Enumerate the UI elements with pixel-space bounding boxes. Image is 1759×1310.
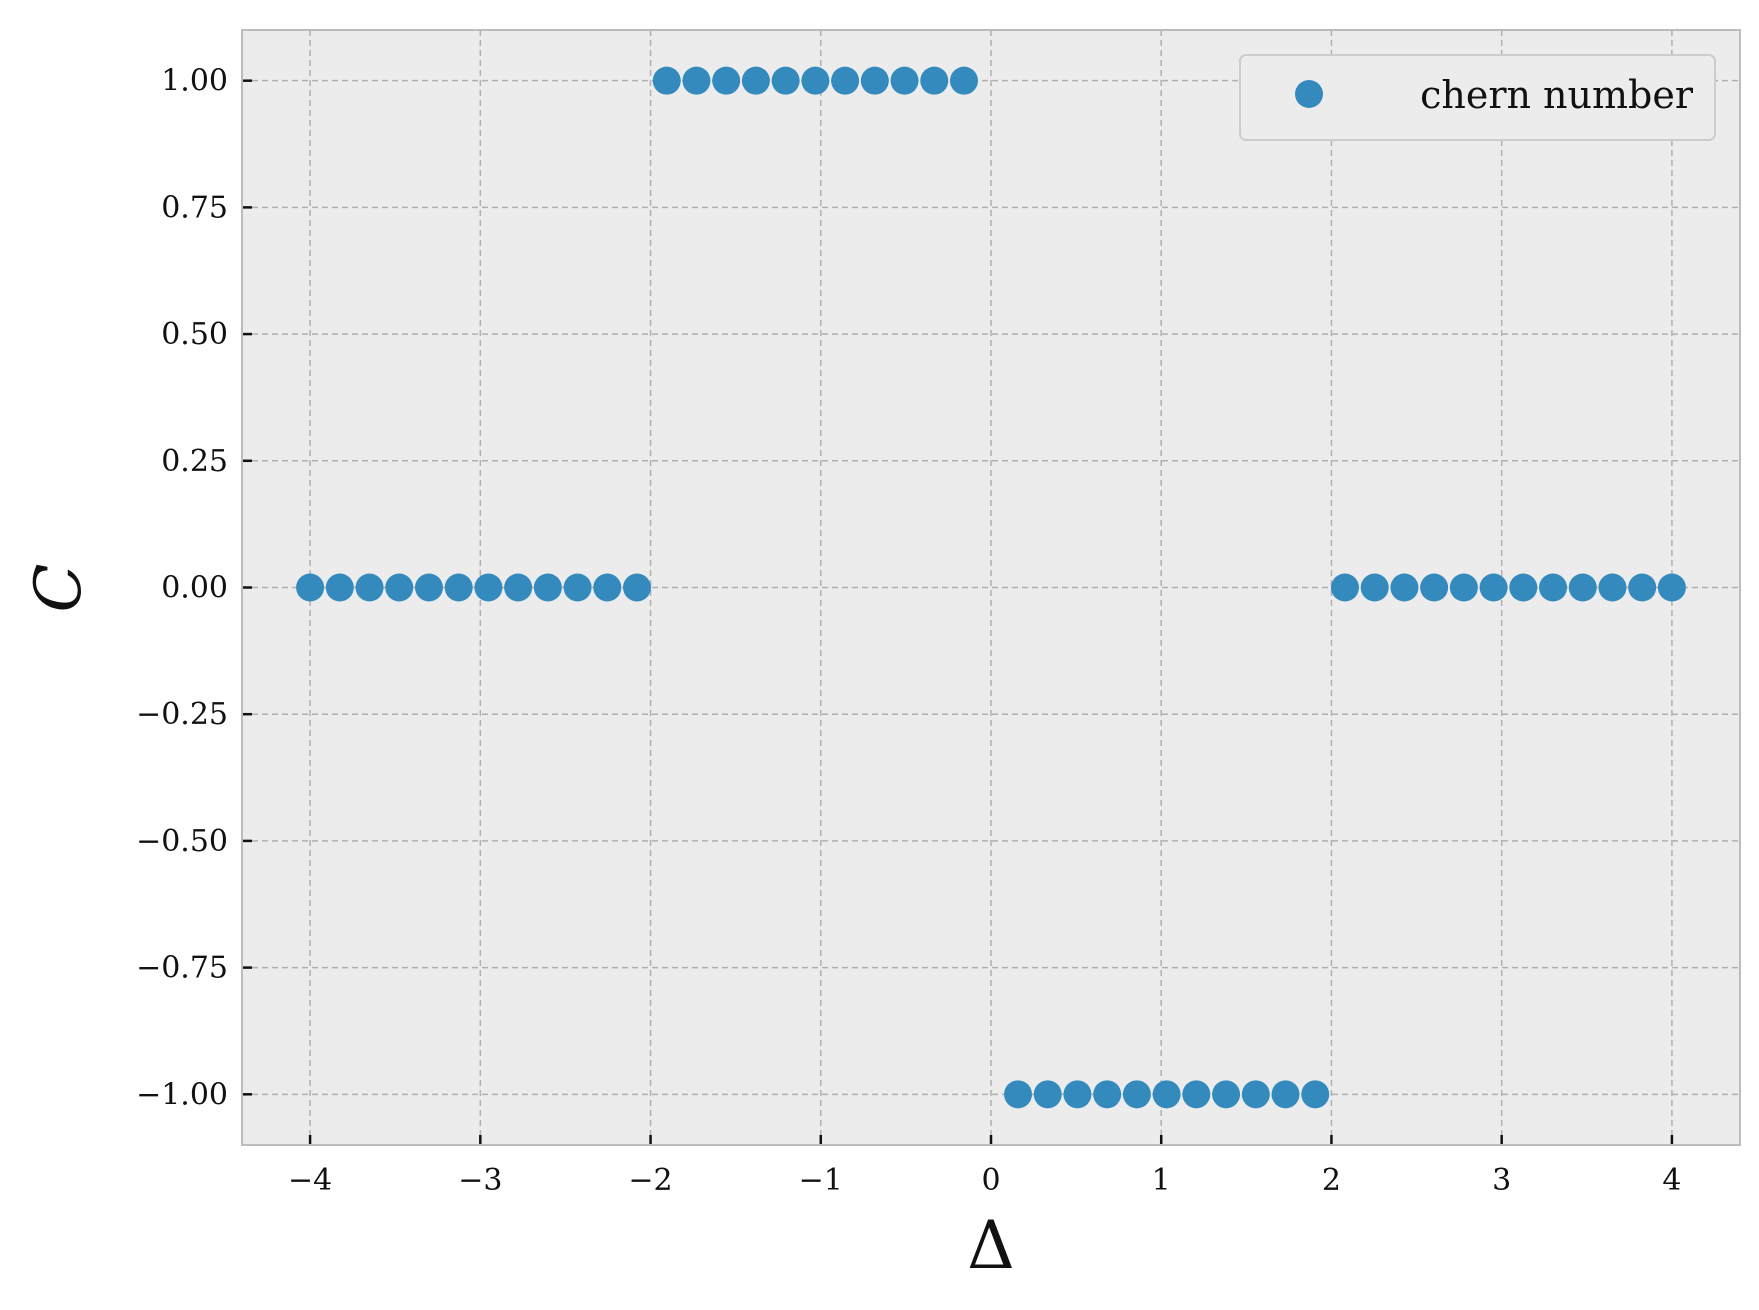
data-point [1449, 573, 1478, 602]
data-point [949, 66, 978, 95]
y-tick-label: −1.00 [136, 1077, 228, 1112]
y-tick-label: −0.50 [136, 824, 228, 859]
data-point [325, 573, 354, 602]
data-point [1301, 1080, 1330, 1109]
data-point [1004, 1080, 1033, 1109]
x-tick-label: 2 [1322, 1163, 1341, 1198]
data-point [801, 66, 830, 95]
data-point [504, 573, 533, 602]
x-tick-label: 4 [1662, 1163, 1681, 1198]
y-tick-label: −0.25 [136, 697, 228, 732]
data-point [1122, 1080, 1151, 1109]
data-point [771, 66, 800, 95]
data-point [355, 573, 384, 602]
data-point [533, 573, 562, 602]
data-point [831, 66, 860, 95]
y-tick-label: −0.75 [136, 951, 228, 986]
x-axis-title: Δ [967, 1207, 1015, 1284]
data-point [890, 66, 919, 95]
data-point [1628, 573, 1657, 602]
data-point [563, 573, 592, 602]
x-tick-label: −2 [628, 1163, 672, 1198]
legend: chern number [1239, 54, 1716, 141]
data-point [1479, 573, 1508, 602]
y-tick-label: 0.25 [161, 444, 228, 479]
data-point [1657, 573, 1686, 602]
data-point [1271, 1080, 1300, 1109]
data-point [1182, 1080, 1211, 1109]
series-chern-number [296, 66, 1686, 1109]
data-point [1033, 1080, 1062, 1109]
data-point [1509, 573, 1538, 602]
legend-box [1239, 54, 1716, 141]
data-point [444, 573, 473, 602]
data-point [1063, 1080, 1092, 1109]
x-tick-label: 1 [1152, 1163, 1171, 1198]
data-point [1212, 1080, 1241, 1109]
data-point [1568, 573, 1597, 602]
x-tick-label: 0 [981, 1163, 1000, 1198]
data-point [296, 573, 325, 602]
data-point [1241, 1080, 1270, 1109]
data-point [741, 66, 770, 95]
y-tick-label: 0.50 [161, 317, 228, 352]
plot-frame [241, 29, 1741, 1146]
data-point [593, 573, 622, 602]
data-point [1598, 573, 1627, 602]
data-point [712, 66, 741, 95]
y-tick-label: 1.00 [161, 64, 228, 99]
grid [242, 30, 1740, 1145]
axis-ticks: −4 −3 −2 −1 0 1 2 3 4 1.00 0.75 0.50 0.25 0.00 −0.25 −0… [136, 64, 1681, 1198]
legend-marker [1295, 80, 1323, 108]
data-point [1390, 573, 1419, 602]
x-tick-label: 3 [1492, 1163, 1511, 1198]
y-tick-label: 0.00 [161, 571, 228, 606]
data-point [623, 573, 652, 602]
x-tick-label: −3 [458, 1163, 502, 1198]
y-tick-label: 0.75 [161, 190, 228, 225]
data-point [1152, 1080, 1181, 1109]
x-tick-label: −1 [799, 1163, 843, 1198]
data-point [860, 66, 889, 95]
data-point [652, 66, 681, 95]
y-axis-title: C [22, 564, 96, 613]
data-point [920, 66, 949, 95]
data-point [1330, 573, 1359, 602]
data-point [1420, 573, 1449, 602]
legend-label: chern number [1420, 73, 1694, 117]
data-point [474, 573, 503, 602]
data-point [1539, 573, 1568, 602]
data-point [1360, 573, 1389, 602]
data-point [385, 573, 414, 602]
data-point [682, 66, 711, 95]
data-point [1093, 1080, 1122, 1109]
data-point [414, 573, 443, 602]
x-tick-label: −4 [288, 1163, 332, 1198]
